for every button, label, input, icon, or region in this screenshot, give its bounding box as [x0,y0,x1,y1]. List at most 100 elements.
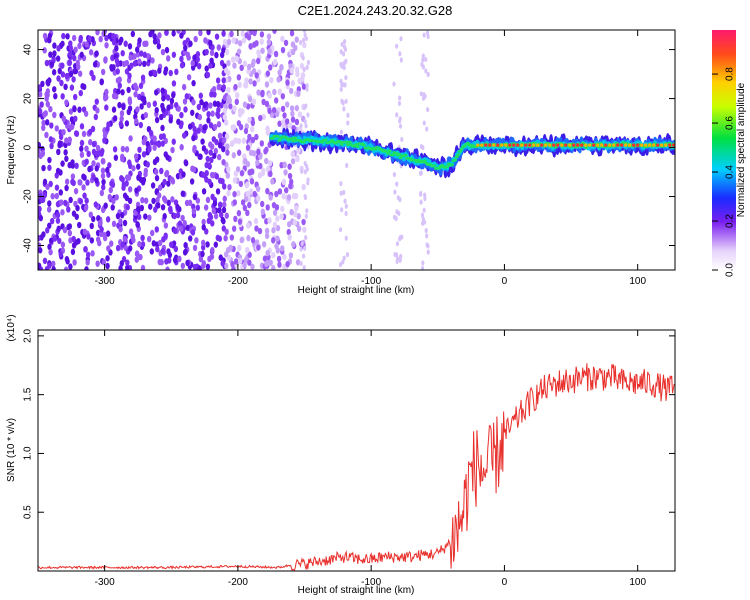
heatmap-cell [125,204,130,211]
heatmap-cell [52,86,57,93]
heatmap-cell [272,58,278,66]
heatmap-cell [640,143,644,147]
heatmap-cell [226,190,231,197]
heatmap-cell [296,213,301,220]
heatmap-cell [135,106,140,113]
heatmap-cell [141,151,147,158]
heatmap-cell [113,154,119,161]
heatmap-cell [421,220,425,226]
heatmap-cell [259,31,265,38]
heatmap-cell [107,162,112,169]
heatmap-cell [49,217,55,225]
heatmap-cell [38,108,43,115]
heatmap-cell [260,208,266,215]
heatmap-cell [161,133,166,140]
heatmap-cell [268,170,273,178]
heatmap-cell [238,123,244,131]
heatmap-cell [183,159,189,167]
heatmap-cell [215,100,221,108]
heatmap-cell [267,160,273,167]
heatmap-cell [61,32,66,40]
heatmap-cell [496,143,500,147]
heatmap-cell [476,143,480,147]
heatmap-cell [38,91,43,98]
heatmap-cell [294,205,299,212]
heatmap-cell [247,133,252,141]
heatmap-cell [185,259,190,267]
heatmap-cell [203,204,209,211]
heatmap-cell [255,57,261,65]
heatmap-cell [185,224,191,232]
heatmap-cell [341,259,345,265]
heatmap-cell [116,88,121,95]
heatmap-cell [150,182,156,189]
heatmap-cell [265,249,270,257]
heatmap-cell [119,175,124,182]
heatmap-cell [134,85,139,92]
heatmap-cell [254,40,259,47]
heatmap-cell [268,64,273,71]
heatmap-cell [342,61,346,67]
snr-x-ticks: -300 -200 -100 0 100 [95,330,646,588]
heatmap-cell [71,179,76,187]
heatmap-cell [56,148,61,156]
heatmap-cell [114,194,119,201]
colorbar: 0.0 0.2 0.4 0.6 0.8 Normalized spectral ampl… [712,30,747,277]
heatmap-cell [152,100,158,107]
heatmap-cell [250,126,255,133]
heatmap-cell [300,241,304,247]
heatmap-cell [41,231,46,238]
heatmap-cell [115,244,121,252]
heatmap-cell [395,241,400,247]
heatmap-cell [75,59,80,67]
heatmap-cell [301,83,307,90]
heatmap-cell [40,149,46,157]
heatmap-cell [283,39,289,47]
heatmap-cell [58,189,63,196]
heatmap-cell [102,231,107,239]
heatmap-cell [274,190,279,198]
heatmap-cell [302,66,306,73]
heatmap-cell [296,147,301,154]
heatmap-cell [347,140,352,144]
heatmap-cell [171,51,177,58]
heatmap-cell [59,79,64,87]
heatmap-cell [536,143,540,147]
heatmap-cell [172,227,178,235]
heatmap-cell [210,246,215,254]
heatmap-cell [236,74,242,81]
heatmap-cell [54,125,59,132]
heatmap-cell [260,47,265,54]
heatmap-cell [91,215,96,223]
heatmap-cell [280,105,286,113]
heatmap-cell [205,196,211,204]
heatmap-cell [226,59,231,67]
heatmap-cell [274,204,280,211]
heatmap-cell [83,246,88,253]
heatmap-cell [399,36,403,42]
heatmap-cell [286,194,292,201]
heatmap-cell [77,42,82,50]
heatmap-cell [118,120,124,128]
heatmap-cell [135,221,140,228]
heatmap-cell [254,133,259,141]
heatmap-cell [64,184,69,192]
heatmap-cell [251,67,257,75]
heatmap-cell [205,71,211,79]
heatmap-cell [289,30,295,37]
heatmap-cell [86,150,91,158]
heatmap-cell [89,69,94,77]
heatmap-cell [133,153,139,160]
heatmap-cell [237,218,243,225]
heatmap-cell [111,220,117,228]
heatmap-cell [147,235,152,243]
heatmap-cell [86,233,91,240]
heatmap-cell [68,70,74,78]
colorbar-tick-label: 0.0 [725,263,736,277]
heatmap-cell [288,178,294,186]
heatmap-cell [120,145,126,153]
heatmap-cell [115,77,121,84]
heatmap-cell [226,69,231,77]
spectrogram-x-axis-label: Height of straight line (km) [298,285,415,296]
heatmap-cell [143,135,148,143]
